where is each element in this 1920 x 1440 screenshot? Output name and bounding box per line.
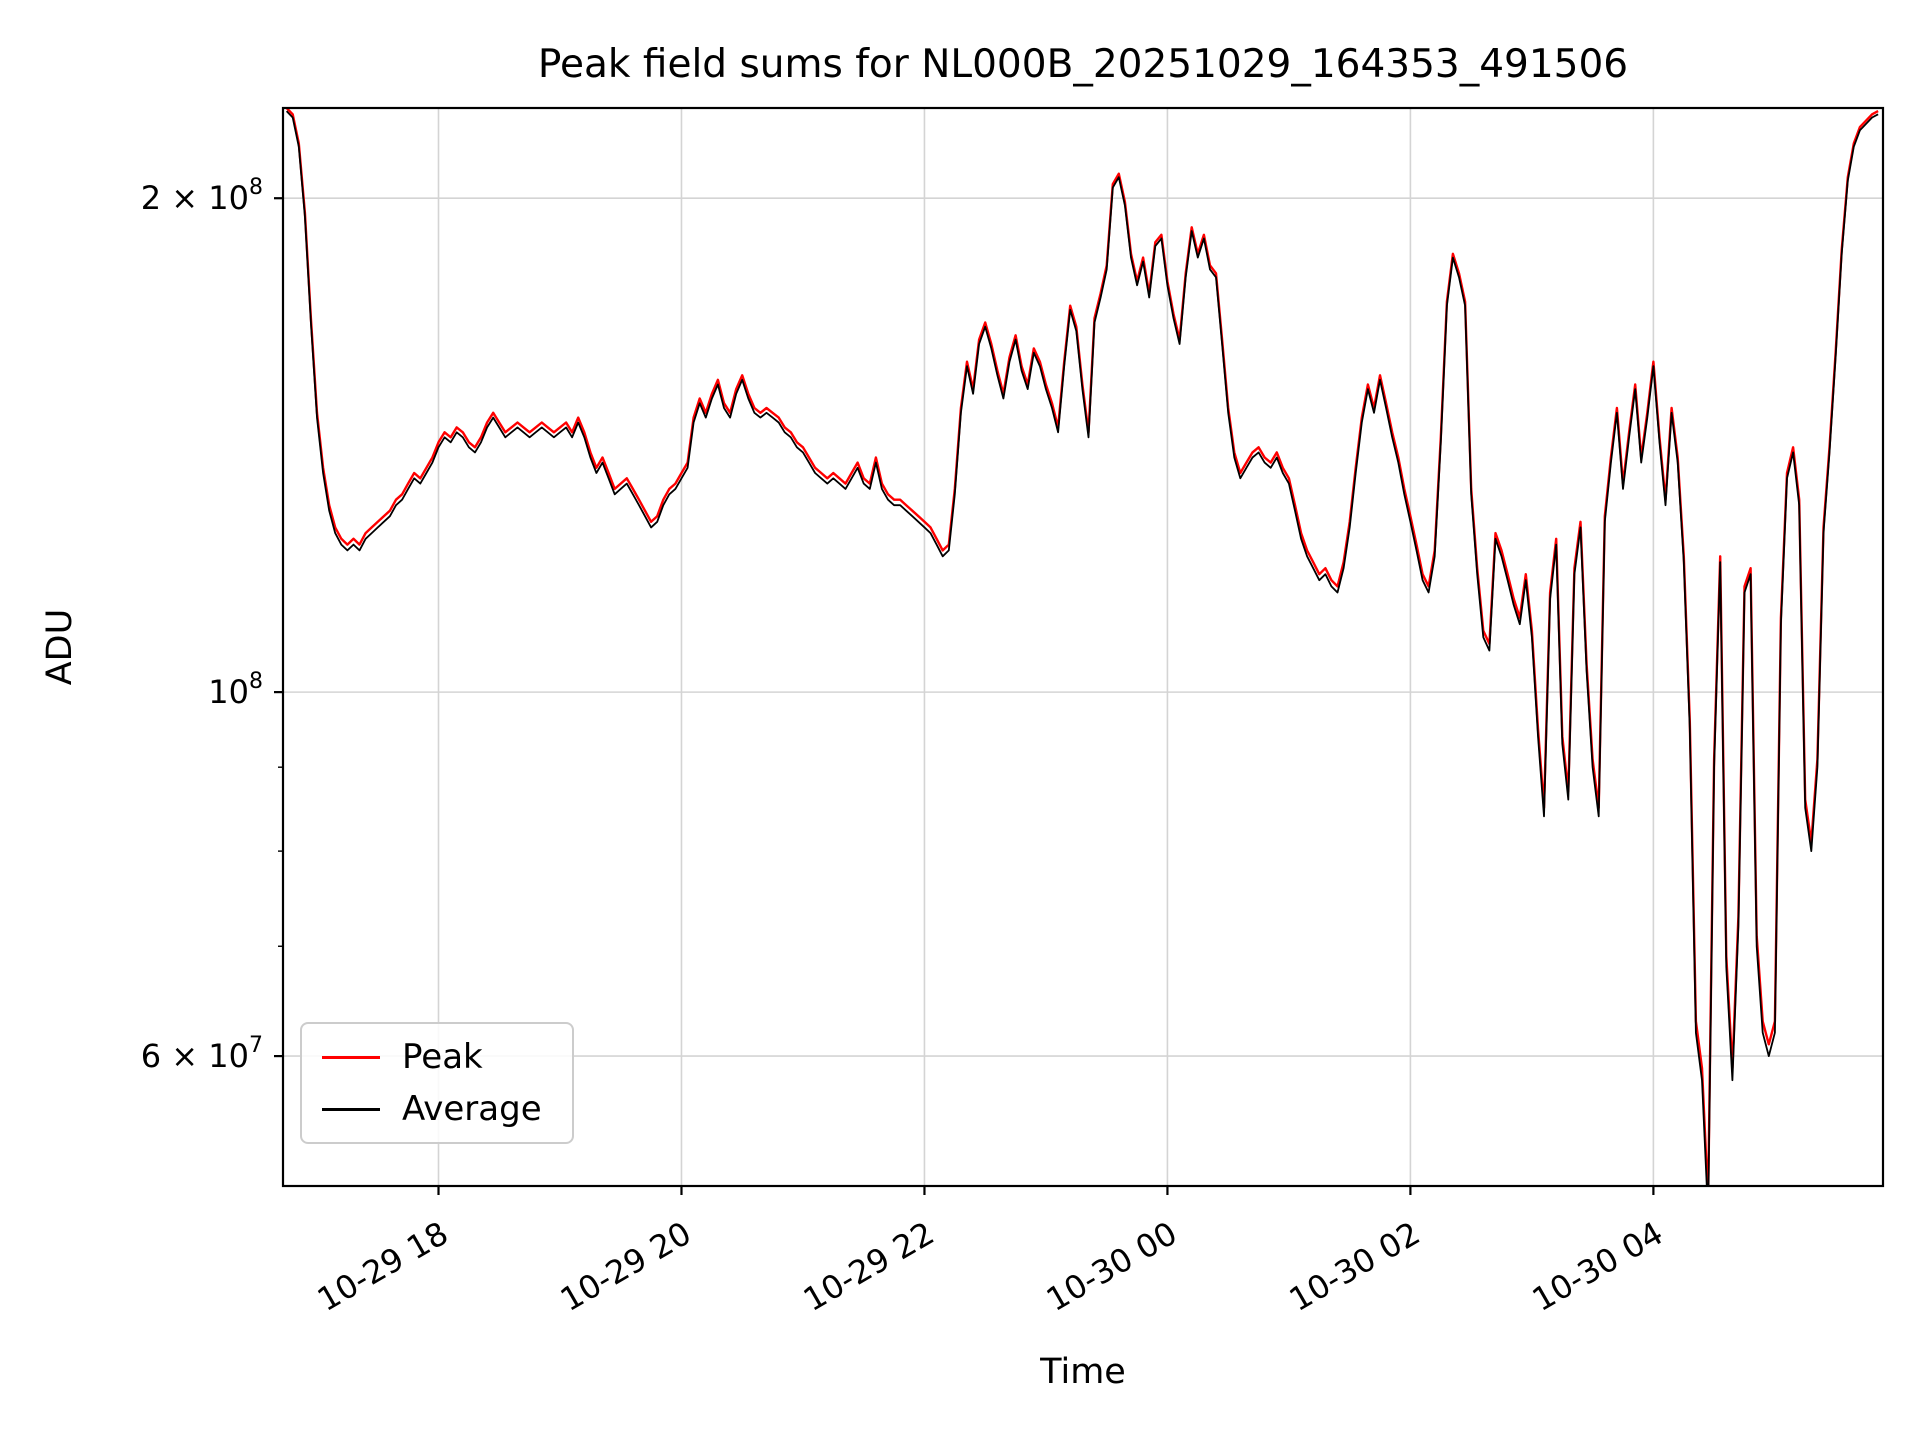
- x-tick-label: 10-29 20: [554, 1214, 698, 1319]
- peak-line-sample: [322, 1055, 380, 1059]
- legend-label-average: Average: [402, 1089, 542, 1129]
- chart-title: Peak field sums for NL000B_20251029_1643…: [537, 42, 1629, 87]
- average-line-sample: [322, 1107, 380, 1111]
- x-tick-label: 10-30 04: [1526, 1214, 1670, 1319]
- x-axis-label: Time: [1040, 1352, 1126, 1392]
- legend: Peak Average: [300, 1022, 574, 1144]
- legend-label-peak: Peak: [402, 1037, 483, 1077]
- x-tick-label: 10-29 22: [797, 1214, 941, 1319]
- y-tick-label: 2 × 108: [141, 175, 263, 217]
- legend-item-peak: Peak: [322, 1040, 542, 1074]
- y-tick-label: 108: [208, 669, 263, 711]
- x-tick-label: 10-30 02: [1283, 1214, 1427, 1319]
- series-line-average: [285, 110, 1879, 1186]
- legend-item-average: Average: [322, 1092, 542, 1126]
- x-tick-label: 10-29 18: [311, 1214, 455, 1319]
- y-tick-label: 6 × 107: [141, 1033, 263, 1075]
- y-axis-label: ADU: [40, 608, 80, 686]
- x-tick-label: 10-30 00: [1040, 1214, 1184, 1319]
- plot-spines: [281, 106, 1885, 1188]
